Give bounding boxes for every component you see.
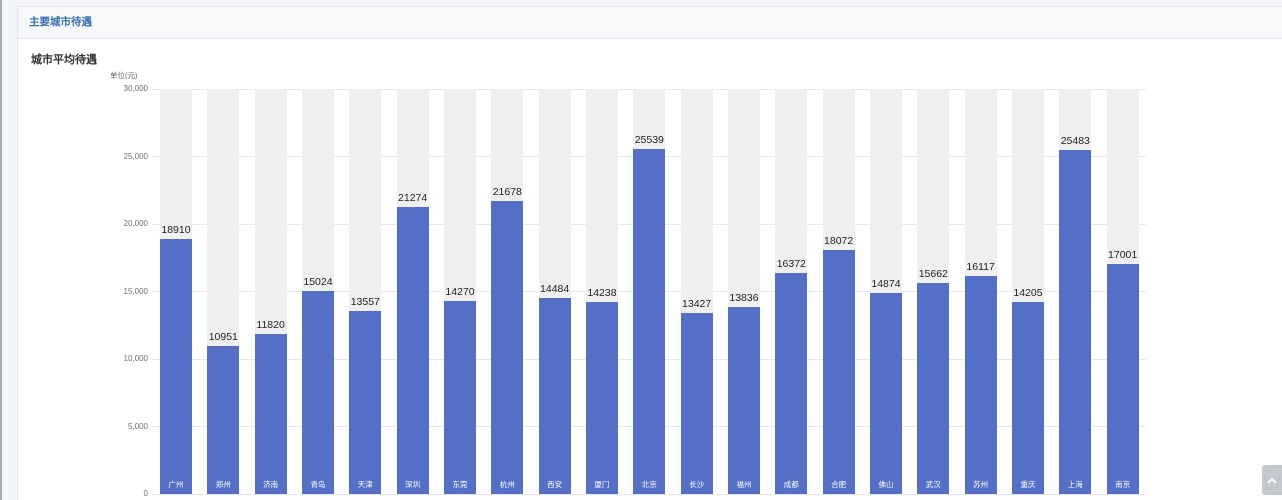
category-label-15: 合肥: [831, 480, 847, 489]
bar-8: [491, 201, 524, 494]
category-label-19: 重庆: [1020, 480, 1036, 489]
value-label-11: 25539: [634, 134, 664, 147]
y-tick-label-3: 15,000: [123, 286, 148, 296]
y-tick-label-0: 0: [143, 489, 148, 498]
category-label-8: 杭州: [499, 480, 515, 489]
bar-14: [775, 272, 808, 494]
bar-6: [396, 206, 429, 494]
bar-3: [254, 334, 287, 494]
value-label-1: 18910: [161, 223, 191, 236]
value-label-7: 14270: [445, 286, 475, 299]
bar-19: [1011, 302, 1044, 494]
value-label-17: 15662: [918, 267, 948, 280]
back-to-top-button[interactable]: [1262, 465, 1282, 495]
category-label-17: 武汉: [925, 480, 941, 489]
value-label-21: 17001: [1108, 249, 1138, 262]
category-label-16: 佛山: [878, 480, 894, 489]
value-label-8: 21678: [492, 186, 522, 199]
value-label-16: 14874: [871, 278, 901, 291]
value-label-14: 16372: [776, 257, 806, 270]
value-label-4: 15024: [303, 276, 333, 289]
bar-5: [349, 310, 382, 494]
value-label-15: 18072: [824, 235, 854, 248]
y-tick-label-5: 25,000: [123, 151, 148, 161]
bar-10: [585, 301, 618, 494]
value-label-2: 10951: [208, 331, 238, 344]
bar-9: [538, 298, 571, 494]
bar-18: [964, 276, 997, 494]
category-label-5: 天津: [357, 480, 373, 489]
y-axis-unit-label: 单位(元): [110, 71, 138, 80]
category-label-20: 上海: [1067, 480, 1083, 489]
value-label-18: 16117: [966, 261, 995, 274]
bar-16: [869, 293, 902, 494]
category-label-3: 济南: [263, 480, 279, 489]
bar-13: [727, 307, 760, 494]
panel-title: 主要城市待遇: [29, 16, 92, 28]
bar-12: [680, 312, 713, 494]
category-label-2: 郑州: [215, 480, 231, 489]
category-label-4: 青岛: [310, 480, 326, 489]
bar-1: [159, 238, 192, 494]
value-label-20: 25483: [1060, 134, 1090, 147]
y-tick-label-6: 30,000: [123, 84, 148, 93]
value-label-10: 14238: [587, 286, 617, 299]
bar-7: [443, 301, 476, 494]
bar-15: [822, 250, 855, 494]
value-label-9: 14484: [540, 283, 570, 296]
bar-4: [301, 291, 334, 494]
bar-2: [207, 346, 240, 494]
bar-17: [917, 282, 950, 494]
category-label-10: 厦门: [594, 480, 610, 489]
bar-20: [1059, 149, 1092, 494]
y-tick-label-4: 20,000: [123, 219, 148, 228]
chart-title: 城市平均待遇: [31, 54, 97, 66]
category-label-6: 深圳: [405, 480, 421, 489]
category-label-7: 东莞: [452, 480, 468, 489]
panel-header: 主要城市待遇: [18, 7, 1282, 39]
category-label-11: 北京: [641, 480, 657, 489]
value-label-12: 13427: [682, 297, 712, 310]
category-label-1: 广州: [168, 480, 184, 489]
category-label-18: 苏州: [973, 480, 989, 489]
value-label-3: 11820: [256, 319, 285, 332]
gridline-0: [152, 493, 1147, 495]
category-label-12: 长沙: [689, 480, 705, 489]
value-label-5: 13557: [350, 295, 380, 308]
chevron-up-icon: [1267, 477, 1277, 484]
y-tick-label-1: 5,000: [127, 421, 148, 431]
value-label-6: 21274: [398, 191, 428, 204]
category-label-13: 福州: [736, 480, 752, 489]
left-border: [0, 0, 2, 500]
value-label-13: 13836: [729, 292, 759, 305]
category-label-9: 西安: [547, 480, 563, 489]
y-tick-label-2: 10,000: [123, 354, 148, 363]
category-label-21: 南京: [1115, 480, 1131, 489]
bar-11: [633, 149, 666, 494]
category-label-14: 成都: [783, 480, 799, 489]
bar-21: [1106, 264, 1139, 494]
value-label-19: 14205: [1013, 287, 1043, 300]
